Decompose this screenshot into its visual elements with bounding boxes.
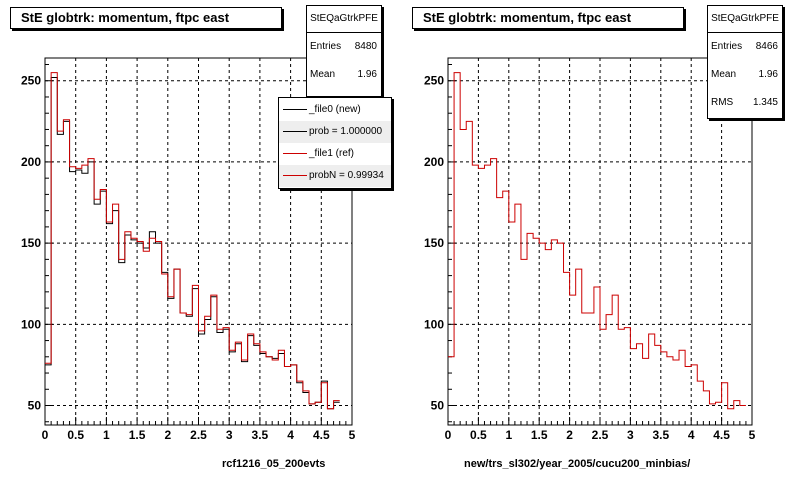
right-mean-value: 1.96 [758,69,778,80]
right-entries-value: 8466 [755,41,778,52]
right-stats-box: StEQaGtrkPFE Entries 8466 Mean 1.96 RMS … [707,5,783,119]
legend-text-probn: probN = 0.99934 [309,170,384,181]
left-x-tick-label-6: 3 [226,428,233,442]
left-y-tick-label-0: 50 [28,399,42,413]
left-title-box: StE globtrk: momentum, ftpc east [10,7,282,29]
right-x-tick-label-1: 0.5 [470,428,487,442]
right-x-tick-label-7: 3.5 [652,428,669,442]
right-stats-name: StEQaGtrkPFE [708,6,782,33]
left-chart-title: StE globtrk: momentum, ftpc east [21,10,230,25]
left-mean-label: Mean [310,69,336,80]
right-x-tick-label-4: 2 [566,428,573,442]
left-x-tick-label-1: 0.5 [67,428,84,442]
left-x-tick-label-5: 2.5 [190,428,207,442]
legend-text-new: _file0 (new) [309,104,361,115]
left-series-1-line [45,72,340,410]
left-stats-name: StEQaGtrkPFE [307,6,381,33]
left-x-tick-label-9: 4.5 [313,428,330,442]
left-mean-value: 1.96 [357,69,377,80]
right-x-tick-label-8: 4 [688,428,695,442]
legend-text-prob: prob = 1.000000 [309,126,383,137]
right-y-tick-label-0: 50 [431,399,445,413]
right-y-tick-label-3: 200 [424,155,444,169]
left-entries-value: 8480 [354,41,377,52]
left-x-tick-label-3: 1.5 [129,428,146,442]
right-y-tick-label-2: 150 [424,236,444,250]
right-x-tick-label-3: 1.5 [531,428,548,442]
legend-text-ref: _file1 (ref) [309,148,355,159]
left-footer-label: rcf1216_05_200evts [222,458,326,470]
right-x-tick-label-0: 0 [445,428,452,442]
right-histogram: 0 0.5 1 1.5 2 2.5 3 3.5 4 4.5 5 50 100 150 200 250 [424,57,756,442]
left-y-tick-label-3: 200 [21,155,41,169]
left-x-tick-label-4: 2 [164,428,171,442]
legend-line-new [283,109,307,110]
left-legend: _file0 (new) prob = 1.000000 _file1 (ref… [278,97,392,189]
legend-entry-ref: _file1 (ref) [279,143,391,165]
right-x-tick-label-9: 4.5 [713,428,730,442]
left-x-tick-label-0: 0 [42,428,49,442]
right-rms-value: 1.345 [752,97,778,108]
legend-line-ref [283,153,307,154]
left-entries-label: Entries [310,41,342,52]
legend-entry-new: _file0 (new) [279,99,391,121]
right-chart-title: StE globtrk: momentum, ftpc east [423,10,632,25]
left-y-tick-label-1: 100 [21,317,41,331]
legend-entry-prob: prob = 1.000000 [279,121,391,143]
right-x-tick-label-2: 1 [505,428,512,442]
legend-line-prob [283,131,307,132]
left-stats-box: StEQaGtrkPFE Entries 8480 Mean 1.96 [306,5,382,97]
right-mean-label: Mean [711,69,737,80]
right-title-box: StE globtrk: momentum, ftpc east [412,7,684,29]
right-y-tick-label-4: 250 [424,74,444,88]
legend-entry-probn: probN = 0.99934 [279,165,391,187]
legend-line-probn [283,175,307,176]
right-x-tick-label-6: 3 [627,428,634,442]
left-y-tick-label-2: 150 [21,236,41,250]
right-series-0-line [448,72,746,410]
left-x-tick-label-7: 3.5 [252,428,269,442]
left-y-tick-label-4: 250 [21,74,41,88]
left-x-tick-label-8: 4 [287,428,294,442]
right-x-tick-label-5: 2.5 [592,428,609,442]
right-footer-label: new/trs_sl302/year_2005/cucu200_minbias/ [464,458,691,470]
right-entries-label: Entries [711,41,743,52]
left-x-tick-label-2: 1 [103,428,110,442]
left-x-tick-label-10: 5 [349,428,356,442]
right-y-tick-label-1: 100 [424,317,444,331]
right-x-tick-label-10: 5 [749,428,756,442]
right-rms-label: RMS [711,97,734,108]
